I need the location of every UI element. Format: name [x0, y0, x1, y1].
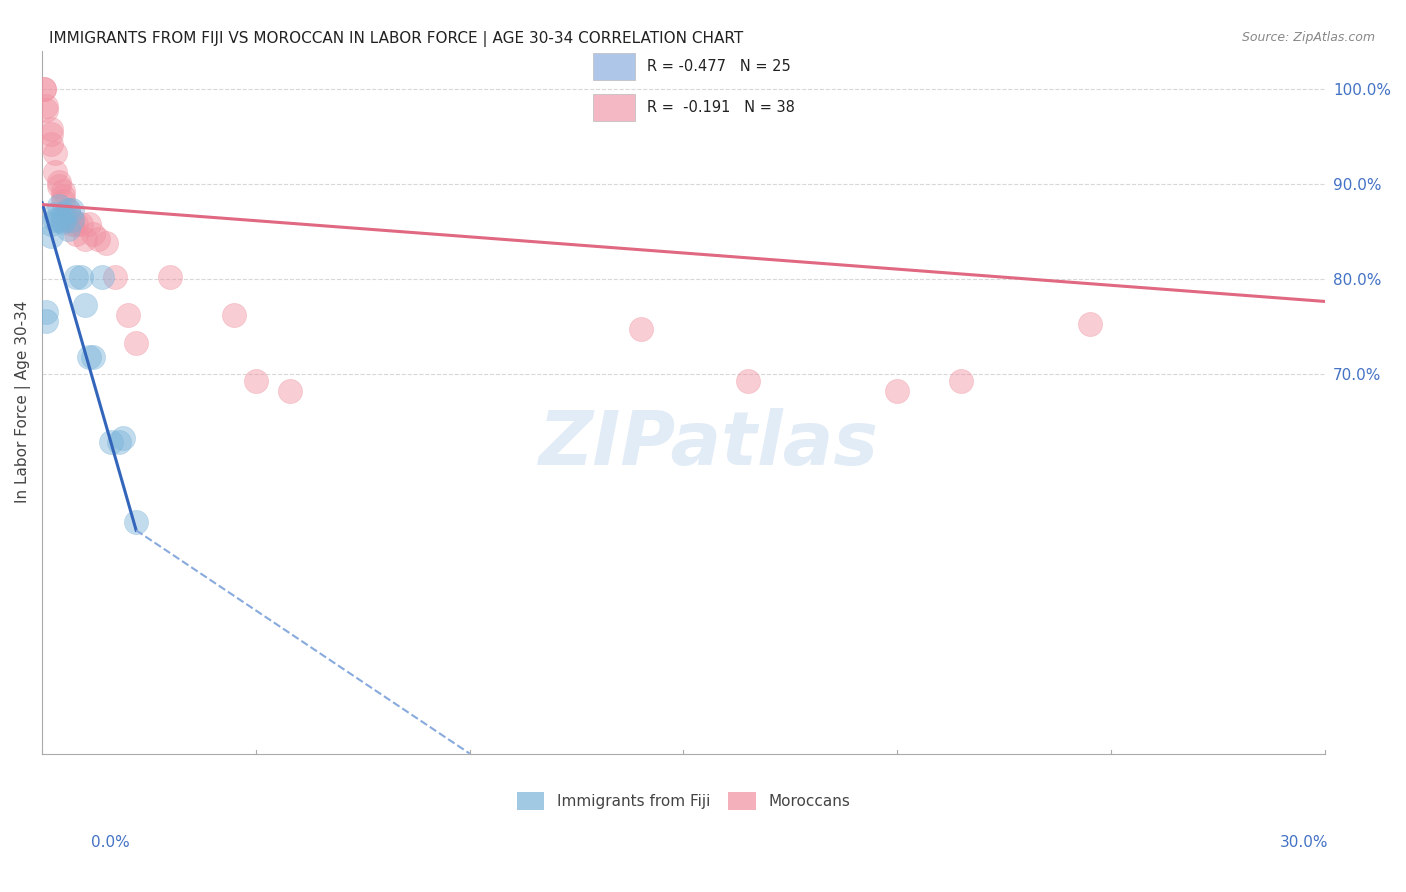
Point	[32, 81, 55, 95]
Point	[125, 515, 148, 529]
Point	[44, 207, 66, 221]
FancyBboxPatch shape	[592, 54, 636, 80]
Point	[112, 431, 135, 445]
Point	[82, 227, 104, 241]
Point	[278, 384, 301, 398]
Point	[117, 308, 139, 322]
Point	[39, 217, 62, 231]
Point	[52, 212, 75, 227]
Point	[65, 227, 87, 241]
Point	[91, 269, 114, 284]
Point	[60, 212, 83, 227]
Point	[35, 99, 58, 113]
Point	[48, 212, 70, 227]
Point	[224, 308, 246, 322]
Point	[69, 218, 91, 232]
Point	[65, 269, 87, 284]
Text: 30.0%: 30.0%	[1281, 836, 1329, 850]
Point	[39, 136, 62, 151]
Point	[35, 103, 58, 117]
Point	[630, 322, 652, 336]
Point	[60, 218, 83, 232]
Point	[44, 212, 66, 227]
Point	[77, 218, 100, 232]
Point	[245, 374, 267, 388]
Point	[56, 203, 79, 218]
Point	[56, 203, 79, 218]
Text: R =  -0.191   N = 38: R = -0.191 N = 38	[647, 100, 794, 115]
Point	[52, 207, 75, 221]
Text: Source: ZipAtlas.com: Source: ZipAtlas.com	[1241, 31, 1375, 45]
Point	[73, 298, 96, 312]
Text: 0.0%: 0.0%	[91, 836, 131, 850]
Point	[159, 269, 181, 284]
Point	[56, 222, 79, 236]
Point	[125, 336, 148, 351]
Point	[65, 218, 87, 232]
Point	[104, 269, 127, 284]
Point	[44, 165, 66, 179]
Point	[48, 179, 70, 194]
Point	[1078, 317, 1101, 331]
Point	[48, 175, 70, 189]
FancyBboxPatch shape	[592, 94, 636, 120]
Point	[44, 146, 66, 161]
Point	[77, 350, 100, 364]
Point	[73, 232, 96, 246]
Point	[60, 203, 83, 218]
Point	[60, 212, 83, 227]
Point	[52, 194, 75, 208]
Point	[39, 128, 62, 142]
Point	[82, 350, 104, 364]
Point	[32, 81, 55, 95]
Point	[108, 435, 131, 450]
Point	[69, 269, 91, 284]
Point	[52, 214, 75, 228]
Text: IMMIGRANTS FROM FIJI VS MOROCCAN IN LABOR FORCE | AGE 30-34 CORRELATION CHART: IMMIGRANTS FROM FIJI VS MOROCCAN IN LABO…	[49, 31, 744, 47]
Point	[86, 232, 108, 246]
Point	[48, 199, 70, 213]
Point	[886, 384, 908, 398]
Point	[35, 314, 58, 328]
Point	[35, 305, 58, 319]
Point	[52, 189, 75, 203]
Text: ZIPatlas: ZIPatlas	[538, 408, 879, 481]
Point	[56, 212, 79, 227]
Point	[950, 374, 973, 388]
Point	[52, 184, 75, 198]
Point	[100, 435, 122, 450]
Text: R = -0.477   N = 25: R = -0.477 N = 25	[647, 59, 790, 74]
Point	[737, 374, 759, 388]
Point	[96, 236, 118, 251]
Point	[39, 121, 62, 136]
Legend: Immigrants from Fiji, Moroccans: Immigrants from Fiji, Moroccans	[510, 786, 856, 816]
Y-axis label: In Labor Force | Age 30-34: In Labor Force | Age 30-34	[15, 301, 31, 503]
Point	[39, 228, 62, 243]
